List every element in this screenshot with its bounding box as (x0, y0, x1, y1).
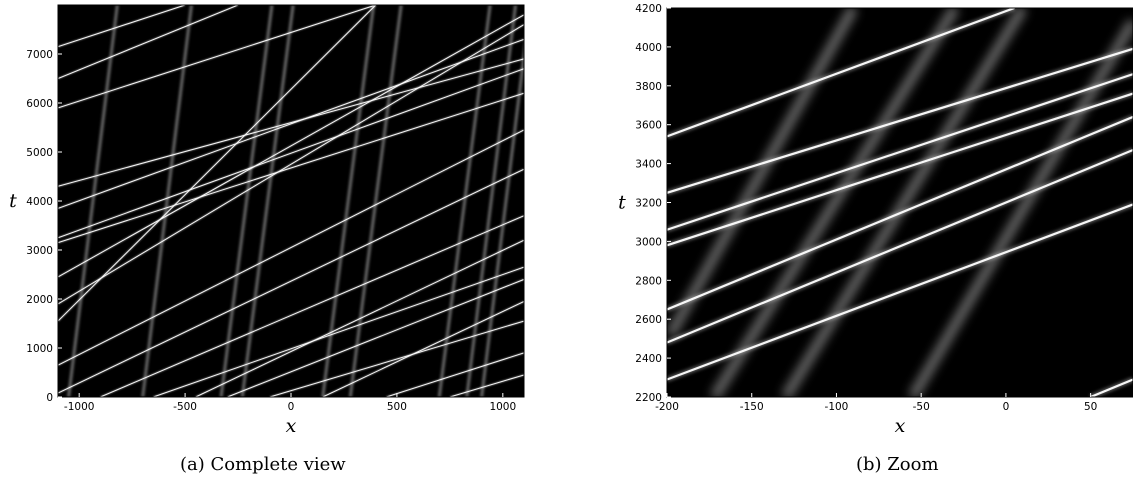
fast-soliton-track-8 (58, 168, 524, 394)
y-tick-label: 6000 (26, 98, 53, 110)
y-tick-label: 2800 (635, 275, 662, 287)
y-tick-label: 3600 (635, 120, 662, 132)
fast-soliton-track-18 (100, 215, 524, 397)
fast-soliton-track-0 (667, 8, 1015, 138)
fast-soliton-track-17 (58, 58, 524, 187)
fast-soliton-track-3 (667, 92, 1133, 247)
x-axis-label: x (895, 415, 906, 437)
x-tick-label: 1000 (489, 401, 516, 413)
x-tick-label: -1000 (64, 401, 95, 413)
y-tick-label: 3200 (635, 198, 662, 210)
y-tick-label: 4200 (635, 3, 662, 15)
fast-soliton-track-2 (667, 73, 1133, 231)
x-axis-label: x (286, 415, 297, 437)
slow-soliton-track-2 (219, 5, 274, 397)
fast-soliton-track-13 (322, 300, 524, 397)
fast-soliton-track-0 (58, 5, 186, 48)
y-axis-label: t (9, 190, 17, 212)
x-tick-label: -50 (913, 401, 930, 413)
x-tick-label: -100 (825, 401, 849, 413)
slow-soliton-track-1 (141, 5, 193, 397)
slow-soliton-track-2 (781, 8, 1028, 397)
fast-soliton-track-9 (153, 266, 524, 397)
fast-soliton-track-16 (58, 5, 376, 109)
fast-soliton-track-12 (269, 320, 524, 397)
caption-zoom: (b) Zoom (856, 454, 939, 475)
fast-soliton-track-1 (667, 47, 1133, 194)
panel-complete-view: -1000 -500 0 500 1000 0 1000 2000 3000 4000 5000 60… (0, 0, 560, 491)
x-tick-label: 500 (387, 401, 407, 413)
fast-soliton-track-7 (1090, 378, 1133, 397)
y-tick-label: 0 (46, 392, 53, 404)
slow-soliton-track-1 (710, 8, 960, 397)
x-tick-label: -500 (173, 401, 197, 413)
fast-soliton-track-7 (58, 129, 524, 366)
caption-complete-view: (a) Complete view (180, 454, 346, 475)
y-tick-label: 3400 (635, 159, 662, 171)
y-tick-label: 4000 (26, 196, 53, 208)
slow-soliton-track-0 (67, 5, 119, 397)
y-tick-label: 2000 (26, 294, 53, 306)
panel-zoom: -200 -150 -100 -50 0 50 2200 2400 2600 2800 3000 32… (570, 0, 1133, 491)
fast-soliton-track-11 (227, 278, 524, 397)
fast-soliton-track-5 (58, 14, 524, 278)
chart-zoom: -200 -150 -100 -50 0 50 2200 2400 2600 2800 3000 32… (618, 3, 1133, 437)
fast-soliton-track-15 (449, 374, 524, 397)
chart-complete-view: -1000 -500 0 500 1000 0 1000 2000 3000 4000 5000 60… (9, 4, 525, 437)
y-tick-label: 4000 (635, 42, 662, 54)
y-tick-label: 2600 (635, 314, 662, 326)
fast-soliton-track-5 (667, 148, 1133, 344)
y-tick-label: 3000 (635, 236, 662, 248)
y-tick-label: 2400 (635, 353, 662, 365)
y-tick-label: 5000 (26, 147, 53, 159)
fast-soliton-track-1 (58, 5, 239, 79)
slow-soliton-track-7 (465, 5, 518, 397)
x-tick-label: 0 (288, 401, 295, 413)
slow-soliton-track-0 (667, 8, 858, 338)
fast-soliton-track-6 (667, 203, 1133, 381)
slow-soliton-track-5 (348, 5, 403, 397)
fast-soliton-track-4 (58, 92, 524, 244)
y-tick-label: 3800 (635, 81, 662, 93)
fast-soliton-track-10 (195, 239, 524, 397)
fast-soliton-track-4 (667, 115, 1133, 311)
fast-soliton-track-19 (58, 24, 524, 305)
fast-soliton-track-6 (58, 5, 377, 322)
x-tick-label: 50 (1084, 401, 1097, 413)
x-tick-label: -150 (740, 401, 764, 413)
y-tick-label: 2200 (635, 392, 662, 404)
fast-soliton-track-3 (58, 68, 524, 239)
y-axis-label: t (618, 192, 626, 214)
x-tick-label: 0 (1003, 401, 1010, 413)
y-tick-label: 7000 (26, 49, 53, 61)
y-tick-label: 3000 (26, 245, 53, 257)
y-tick-label: 1000 (26, 343, 53, 355)
fast-soliton-track-14 (386, 352, 524, 397)
x-tick-label: -200 (655, 401, 679, 413)
fast-soliton-track-2 (58, 38, 524, 209)
